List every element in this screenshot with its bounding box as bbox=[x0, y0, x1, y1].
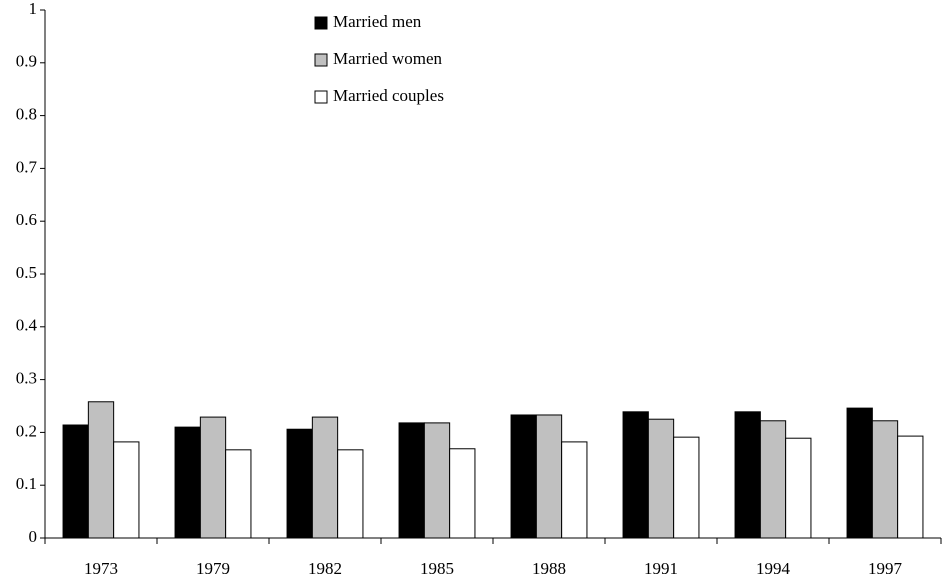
bar bbox=[113, 441, 140, 539]
bar bbox=[225, 449, 252, 539]
legend-label: Married men bbox=[333, 12, 422, 31]
y-tick-label: 0.5 bbox=[16, 263, 37, 282]
x-tick-label: 1973 bbox=[84, 559, 118, 578]
bar bbox=[785, 437, 812, 539]
y-tick-label: 0.9 bbox=[16, 52, 37, 71]
bar bbox=[622, 411, 649, 539]
x-tick-label: 1985 bbox=[420, 559, 454, 578]
y-tick-label: 0.2 bbox=[16, 421, 37, 440]
bar bbox=[647, 418, 675, 539]
legend-swatch bbox=[314, 53, 328, 67]
bar bbox=[734, 411, 761, 539]
y-tick-label: 1 bbox=[29, 0, 38, 18]
bar bbox=[561, 441, 588, 539]
bar bbox=[510, 414, 537, 539]
x-tick-label: 1997 bbox=[868, 559, 903, 578]
x-tick-label: 1994 bbox=[756, 559, 791, 578]
bar bbox=[897, 435, 924, 539]
bar bbox=[174, 426, 201, 539]
bar bbox=[337, 449, 364, 539]
x-tick-label: 1988 bbox=[532, 559, 566, 578]
bar bbox=[199, 416, 227, 539]
bar bbox=[423, 422, 451, 539]
y-tick-label: 0.3 bbox=[16, 369, 37, 388]
y-tick-label: 0.7 bbox=[16, 157, 38, 176]
bar bbox=[62, 424, 89, 539]
x-tick-label: 1991 bbox=[644, 559, 678, 578]
y-tick-label: 0.1 bbox=[16, 474, 37, 493]
legend-swatch bbox=[314, 16, 328, 30]
bar bbox=[535, 414, 563, 539]
bar bbox=[398, 422, 425, 539]
y-tick-label: 0.6 bbox=[16, 210, 37, 229]
x-tick-label: 1979 bbox=[196, 559, 230, 578]
legend-label: Married women bbox=[333, 49, 443, 68]
y-tick-label: 0.8 bbox=[16, 105, 37, 124]
bar bbox=[673, 436, 700, 539]
x-tick-label: 1982 bbox=[308, 559, 342, 578]
bar bbox=[871, 420, 899, 539]
bar bbox=[449, 448, 476, 539]
bar bbox=[846, 407, 873, 539]
bar bbox=[87, 401, 115, 539]
bar bbox=[759, 420, 787, 539]
legend-label: Married couples bbox=[333, 86, 444, 105]
y-tick-label: 0.4 bbox=[16, 316, 38, 335]
y-tick-label: 0 bbox=[29, 527, 38, 546]
legend-swatch bbox=[314, 90, 328, 104]
bar bbox=[286, 428, 313, 539]
bar bbox=[311, 416, 339, 539]
